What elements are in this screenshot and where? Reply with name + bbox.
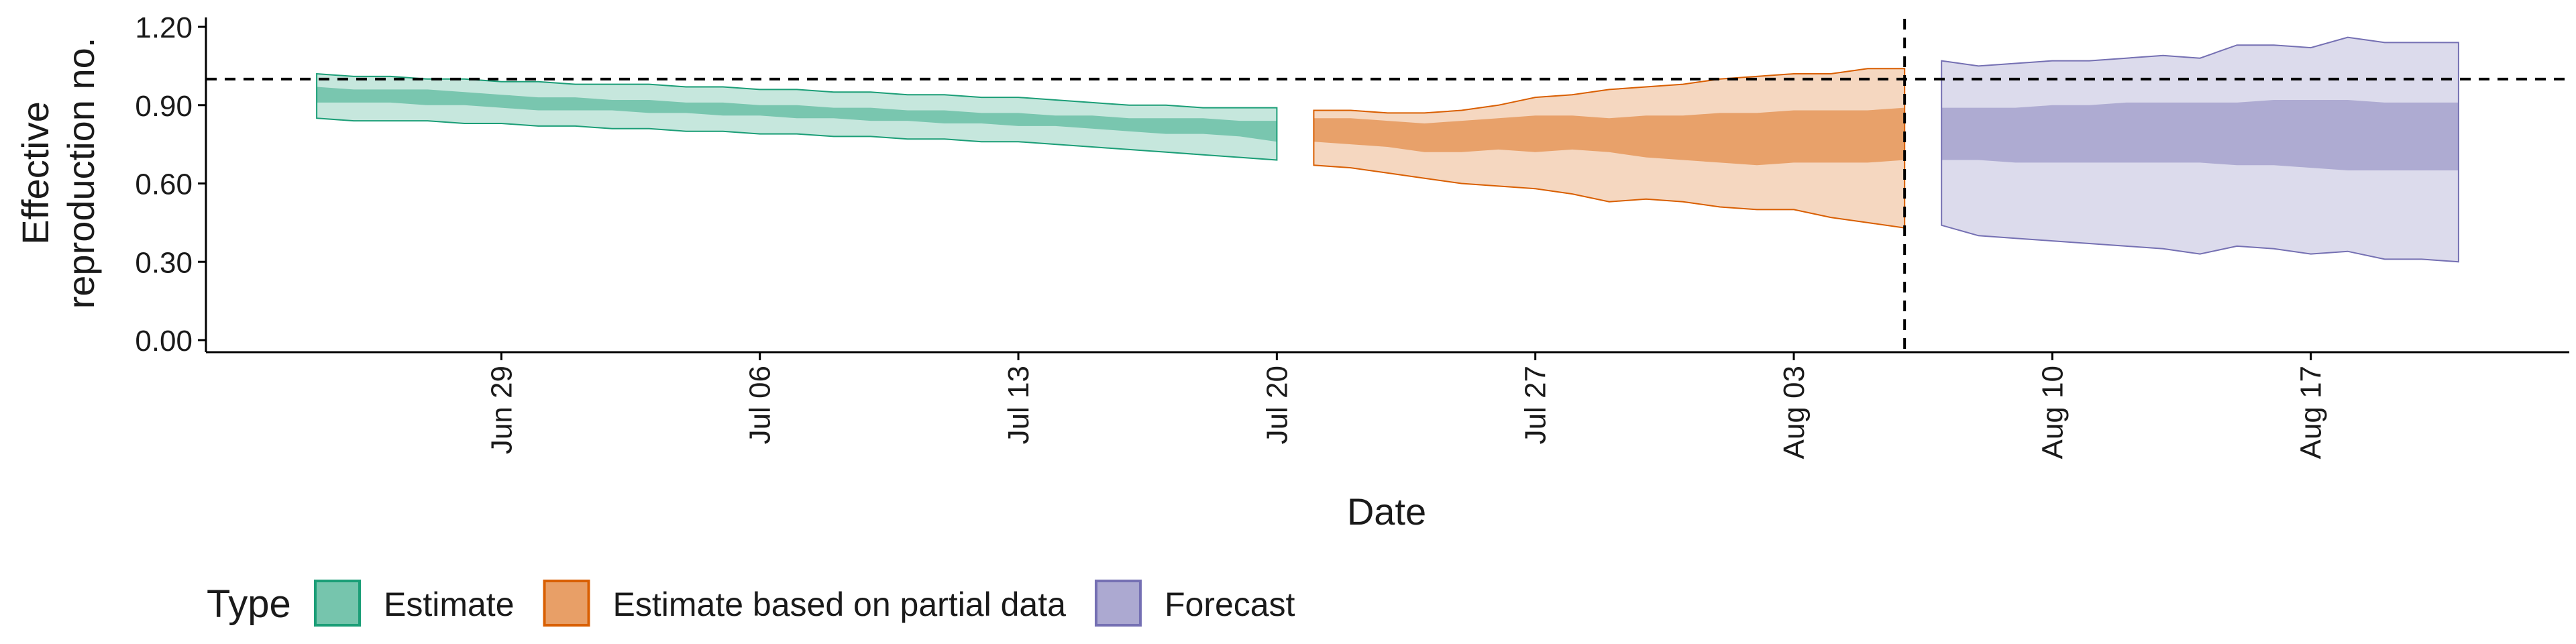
ribbon-outer-forecast bbox=[1941, 36, 2459, 263]
ribbon-inner-forecast bbox=[1941, 100, 2459, 170]
ribbon-layer bbox=[316, 36, 2459, 263]
x-tick-label: Jun 29 bbox=[485, 366, 518, 454]
y-tick-label: 0.60 bbox=[135, 168, 193, 201]
legend-label-estimate-based-on-partial-data: Estimate based on partial data bbox=[613, 586, 1067, 623]
ribbon-outer-estimate bbox=[316, 72, 1278, 161]
y-tick-label: 0.90 bbox=[135, 90, 193, 123]
y-tick-label: 0.00 bbox=[135, 325, 193, 358]
legend-title: Type bbox=[207, 582, 291, 626]
legend-label-estimate: Estimate bbox=[384, 586, 515, 623]
axes: 0.00 0.30 0.60 0.90 1.20 Jun 29 Jul 06 Jul 13 Ju… bbox=[135, 11, 2569, 459]
x-tick-label: Aug 03 bbox=[1778, 366, 1811, 459]
legend-swatch-estimate bbox=[314, 580, 361, 627]
legend-swatch-forecast bbox=[1094, 580, 1142, 627]
y-tick-label: 1.20 bbox=[135, 11, 193, 44]
x-tick-label: Jul 13 bbox=[1002, 366, 1035, 444]
legend: Type Estimate Estimate based on partial d… bbox=[207, 580, 1295, 627]
x-tick-label: Jul 06 bbox=[744, 366, 777, 444]
ribbon-inner-estimate bbox=[317, 87, 1277, 142]
y-tick-label: 0.30 bbox=[135, 246, 193, 279]
y-axis-title: Effective reproduction no. bbox=[14, 38, 102, 309]
ribbon-inner-estimate-based-on-partial-data bbox=[1313, 107, 1905, 166]
x-axis-title: Date bbox=[1347, 490, 1426, 533]
x-tick-label: Aug 10 bbox=[2036, 366, 2069, 459]
y-axis-title-line-1: Effective bbox=[14, 101, 56, 245]
x-tick-label: Jul 27 bbox=[1519, 366, 1552, 444]
legend-label-forecast: Forecast bbox=[1165, 586, 1295, 623]
x-tick-label: Aug 17 bbox=[2295, 366, 2328, 459]
legend-swatch-estimate-based-on-partial-data bbox=[543, 580, 590, 627]
y-axis-title-line-2: reproduction no. bbox=[60, 38, 102, 309]
x-tick-label: Jul 20 bbox=[1260, 366, 1293, 444]
